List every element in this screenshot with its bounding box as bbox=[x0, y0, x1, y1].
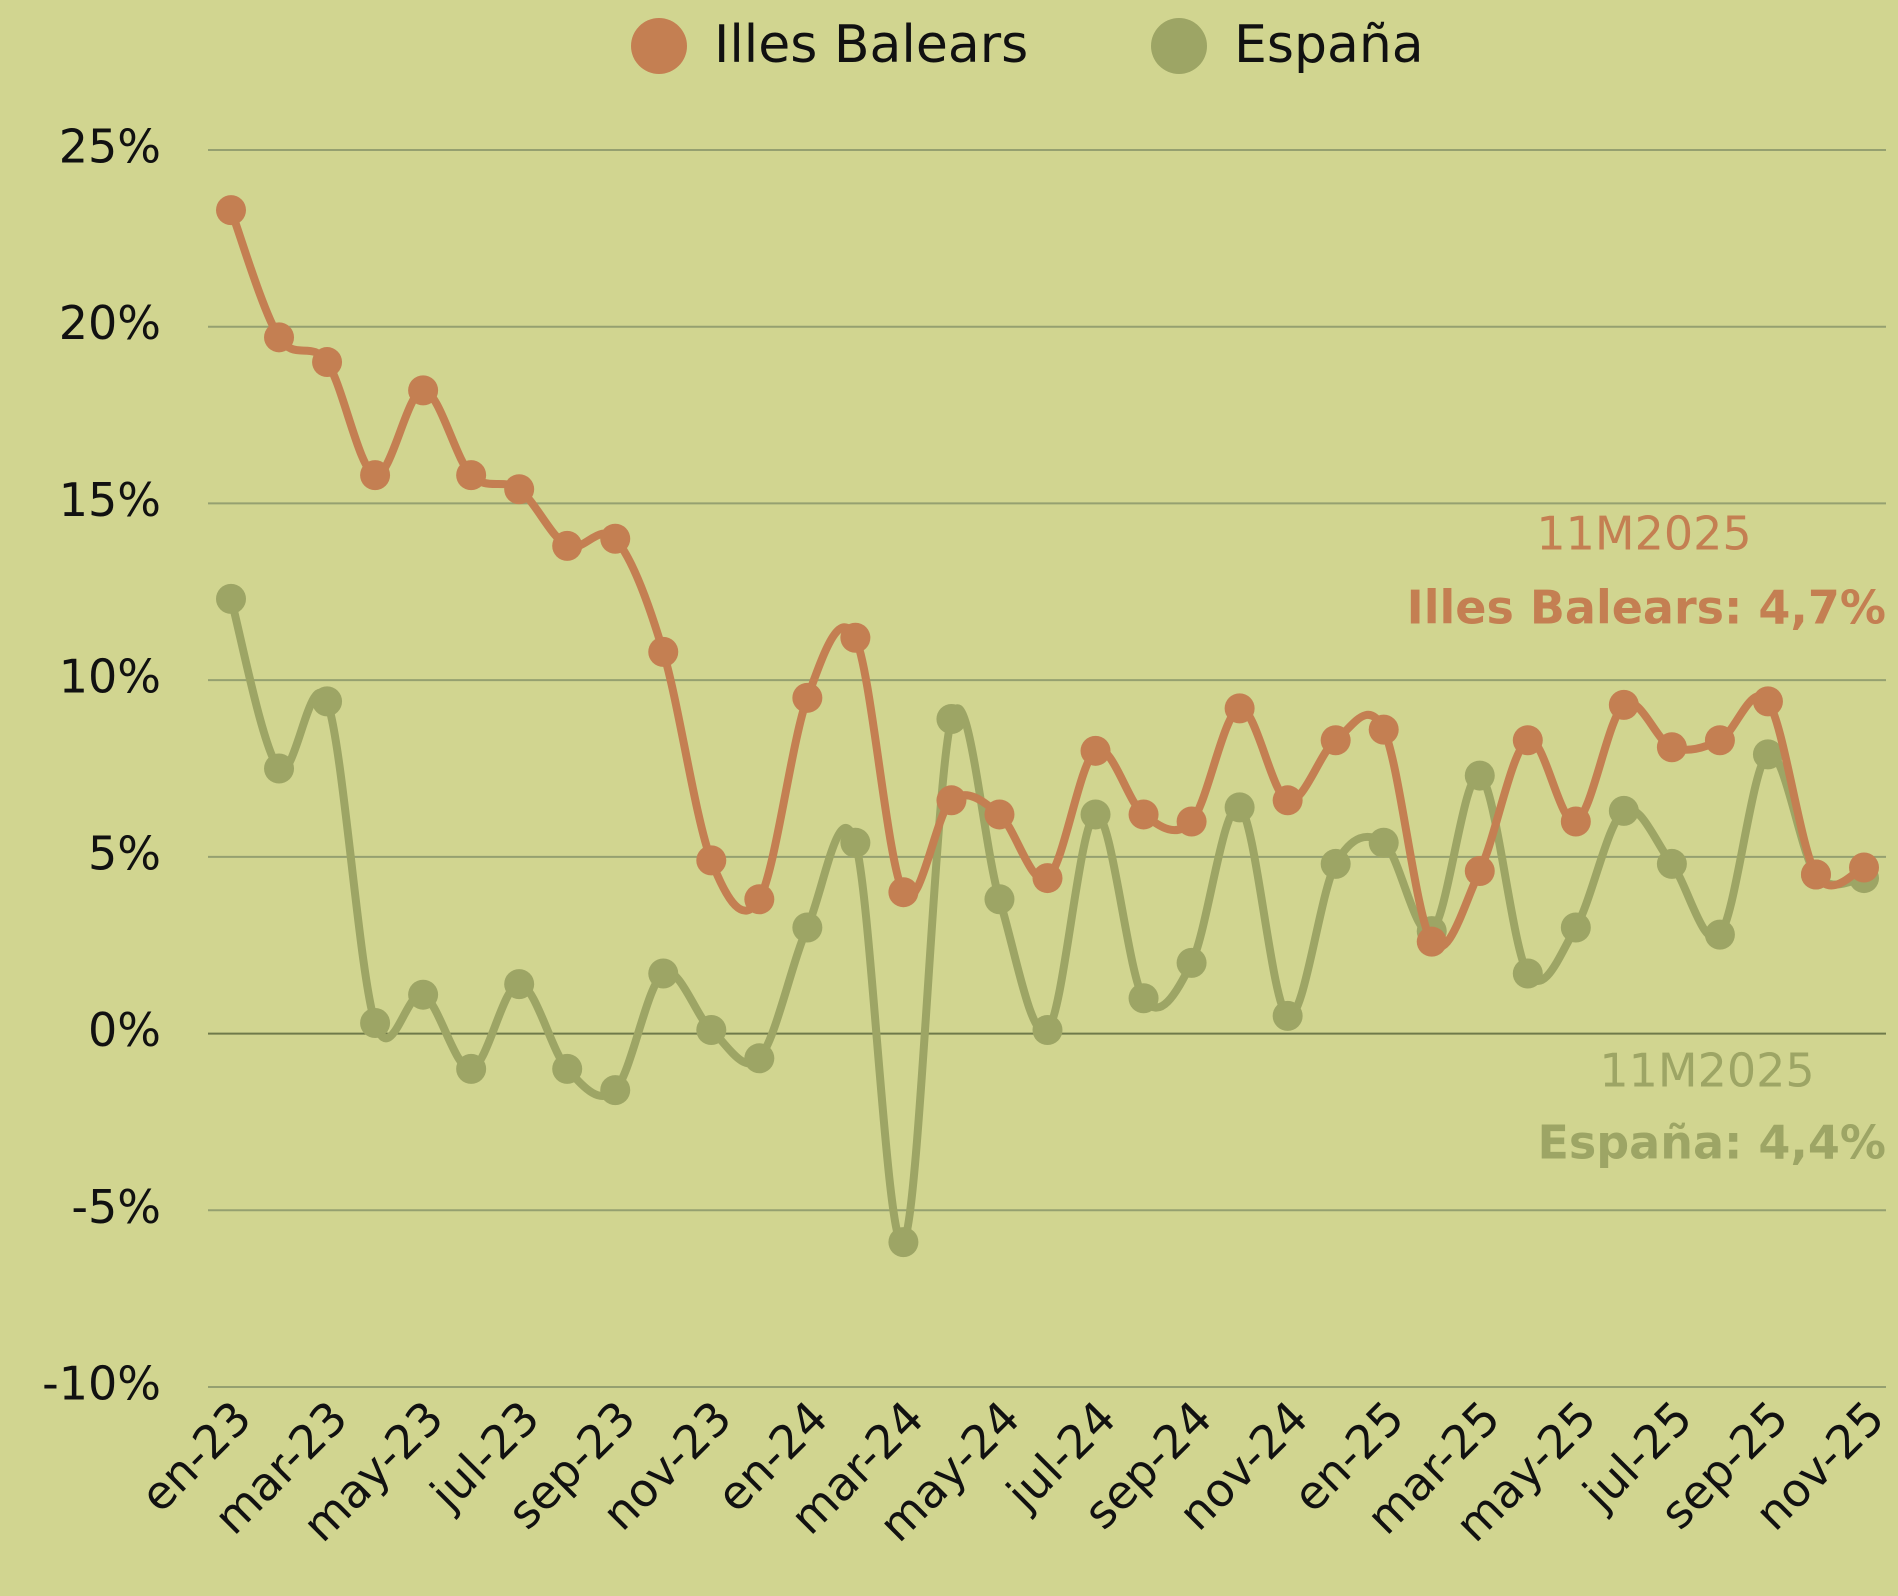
data-point bbox=[1704, 725, 1735, 756]
legend-swatch bbox=[631, 18, 687, 74]
data-point bbox=[1512, 958, 1543, 989]
data-point bbox=[1032, 863, 1063, 894]
legend-swatch bbox=[1151, 18, 1207, 74]
data-point bbox=[1176, 947, 1207, 978]
y-tick-label: 15% bbox=[59, 473, 161, 527]
data-point bbox=[1849, 852, 1879, 883]
data-point bbox=[984, 799, 1015, 830]
data-point bbox=[1080, 799, 1111, 830]
data-point bbox=[840, 827, 871, 858]
data-point bbox=[696, 845, 727, 876]
data-point bbox=[456, 460, 487, 491]
data-point bbox=[1464, 760, 1495, 791]
data-point bbox=[1368, 714, 1399, 745]
legend-label: Illes Balears bbox=[714, 15, 1028, 75]
series-line bbox=[227, 208, 1866, 951]
data-point bbox=[600, 1075, 631, 1106]
data-point bbox=[1320, 848, 1351, 879]
data-point bbox=[984, 884, 1015, 915]
data-point bbox=[648, 636, 679, 667]
data-point bbox=[1560, 912, 1591, 943]
data-point bbox=[216, 583, 246, 614]
data-point bbox=[792, 682, 823, 713]
y-tick-label: 5% bbox=[88, 826, 161, 880]
data-point bbox=[696, 1015, 727, 1046]
data-point bbox=[1128, 799, 1159, 830]
data-point bbox=[1608, 795, 1639, 826]
data-point bbox=[840, 622, 871, 653]
data-point bbox=[264, 322, 295, 353]
data-point bbox=[888, 1227, 919, 1258]
annotation: España: 4,4% bbox=[1537, 1116, 1886, 1170]
data-point bbox=[1752, 686, 1783, 717]
data-point bbox=[1560, 806, 1591, 837]
data-point bbox=[504, 474, 535, 505]
data-point bbox=[360, 460, 391, 491]
data-point bbox=[1368, 827, 1399, 858]
data-point bbox=[1464, 855, 1495, 886]
y-tick-label: -5% bbox=[71, 1180, 161, 1234]
data-point bbox=[1224, 792, 1255, 823]
data-point bbox=[1320, 725, 1351, 756]
data-point bbox=[600, 523, 631, 554]
data-point bbox=[1272, 1000, 1303, 1031]
annotation: 11M2025 bbox=[1536, 507, 1751, 561]
data-point bbox=[1176, 806, 1207, 837]
data-point bbox=[312, 686, 343, 717]
data-point bbox=[1656, 848, 1687, 879]
y-tick-label: 10% bbox=[59, 650, 161, 704]
data-point bbox=[1752, 739, 1783, 770]
data-point bbox=[408, 375, 439, 406]
data-point bbox=[1080, 735, 1111, 766]
y-tick-label: 20% bbox=[59, 296, 161, 350]
data-point bbox=[552, 530, 583, 561]
data-point bbox=[504, 969, 535, 1000]
data-point bbox=[648, 958, 679, 989]
series-line bbox=[227, 597, 1865, 1247]
data-point bbox=[1128, 983, 1159, 1014]
data-point bbox=[216, 195, 246, 226]
data-point bbox=[1656, 732, 1687, 763]
data-point bbox=[1800, 859, 1831, 890]
data-point bbox=[744, 884, 775, 915]
data-point bbox=[792, 912, 823, 943]
data-point bbox=[744, 1043, 775, 1074]
data-point bbox=[264, 753, 295, 784]
data-point bbox=[1272, 785, 1303, 816]
data-point bbox=[360, 1007, 391, 1038]
data-point bbox=[1608, 689, 1639, 720]
annotation: 11M2025 bbox=[1599, 1044, 1814, 1098]
data-point bbox=[936, 785, 967, 816]
data-point bbox=[408, 979, 439, 1010]
data-point bbox=[312, 347, 343, 378]
data-point bbox=[1032, 1015, 1063, 1046]
data-point bbox=[1512, 725, 1543, 756]
y-tick-label: 25% bbox=[59, 120, 161, 174]
data-point bbox=[456, 1053, 487, 1084]
y-tick-label: -10% bbox=[42, 1357, 161, 1411]
data-point bbox=[552, 1053, 583, 1084]
annotation: Illes Balears: 4,7% bbox=[1407, 581, 1886, 635]
legend-label: España bbox=[1234, 15, 1424, 75]
data-point bbox=[888, 877, 919, 908]
data-point bbox=[1704, 919, 1735, 950]
y-tick-label: 0% bbox=[88, 1003, 161, 1057]
data-point bbox=[1416, 926, 1447, 957]
data-point bbox=[936, 704, 967, 735]
data-point bbox=[1224, 693, 1255, 724]
